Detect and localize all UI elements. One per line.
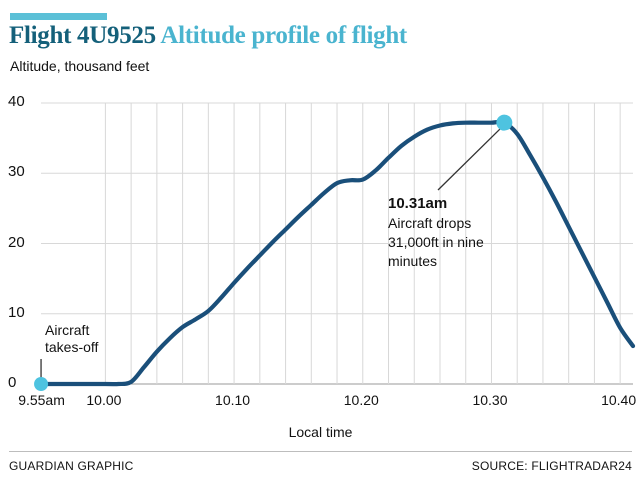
altitude-line-chart <box>34 102 636 391</box>
x-axis-tick-label: 10.40 <box>601 392 637 408</box>
annotation-takeoff-line1: Aircraft <box>45 322 90 338</box>
y-axis-tick-label: 0 <box>8 374 17 391</box>
x-axis-tick-label: 10.10 <box>215 392 251 408</box>
annotation-drop-time: 10.31am <box>388 195 448 212</box>
altitude-series-line <box>38 119 636 387</box>
drop-marker-dot <box>496 114 513 131</box>
footer-divider <box>9 451 632 452</box>
y-axis-tick-label: 40 <box>8 93 25 110</box>
y-axis-tick-label: 30 <box>8 163 25 181</box>
x-axis-tick-label: 10.30 <box>472 392 508 408</box>
x-axis-title: Local time <box>288 424 353 440</box>
x-axis-tick-label: 9.55am <box>18 392 65 408</box>
chart-area: 0 10 20 30 40 9.55am 10.00 10.10 10.20 10.30 10.4… <box>8 93 637 408</box>
y-axis-tick-label: 20 <box>8 233 25 251</box>
chart-subtitle: Altitude, thousand feet <box>10 58 150 74</box>
annotation-takeoff: Aircraft takes-off <box>45 322 98 356</box>
annotation-drop: 10.31am Aircraft drops 31,000ft in nine … <box>388 194 538 271</box>
annotation-drop-line2: 31,000ft in nine <box>388 234 484 250</box>
takeoff-marker-dot <box>34 377 49 391</box>
footer-source: SOURCE: FLIGHTRADAR24 <box>471 459 632 473</box>
annotation-drop-line3: minutes <box>388 253 438 269</box>
x-axis-tick-label: 10.20 <box>343 392 379 408</box>
y-axis-tick-label: 10 <box>8 303 25 321</box>
drop-leader-line <box>437 127 502 191</box>
grid-lines <box>41 102 633 385</box>
top-accent-rule <box>10 13 107 20</box>
annotation-drop-line1: Aircraft drops <box>388 215 472 231</box>
x-axis-tick-label: 10.00 <box>86 392 122 408</box>
annotation-takeoff-line2: takes-off <box>45 339 99 355</box>
footer-credit: GUARDIAN GRAPHIC <box>9 459 134 473</box>
title-sub: Altitude profile of flight <box>160 22 407 49</box>
page-title: Flight 4U9525 Altitude profile of flight <box>9 22 407 50</box>
title-main: Flight 4U9525 <box>9 22 156 49</box>
